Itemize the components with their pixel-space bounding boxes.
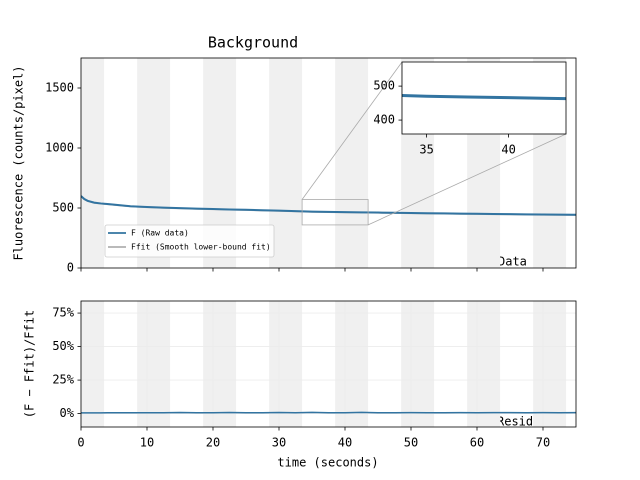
x-tick-label: 40 bbox=[338, 436, 352, 450]
axes-frame bbox=[80, 57, 577, 269]
zoom-box bbox=[301, 199, 369, 226]
shaded-span bbox=[335, 301, 369, 427]
y-tick-label: 1000 bbox=[45, 141, 74, 155]
shaded-span bbox=[467, 301, 501, 427]
y-tick-label: 400 bbox=[373, 113, 395, 127]
shaded-span bbox=[137, 301, 171, 427]
y-tick-label: 50% bbox=[52, 339, 74, 353]
shaded-span bbox=[401, 301, 435, 427]
x-axis-label: time (seconds) bbox=[277, 456, 378, 470]
annotation: Data bbox=[498, 255, 527, 269]
y-axis-label: (F − Ffit)/Ffit bbox=[23, 310, 37, 418]
y-tick-label: 75% bbox=[52, 306, 74, 320]
zoom-connector bbox=[367, 133, 567, 226]
x-tick-label: 40 bbox=[501, 143, 515, 157]
y-tick-label: 0% bbox=[60, 406, 75, 420]
x-tick-label: 35 bbox=[419, 143, 433, 157]
y-tick-label: 500 bbox=[373, 79, 395, 93]
residual-line bbox=[81, 411, 576, 414]
x-tick-label: 50 bbox=[404, 436, 418, 450]
axes-frame bbox=[80, 300, 577, 428]
x-tick-label: 20 bbox=[206, 436, 220, 450]
shaded-span bbox=[81, 58, 105, 268]
legend-label: F (Raw data) bbox=[131, 229, 189, 238]
legend bbox=[104, 224, 275, 258]
data-line bbox=[81, 195, 576, 216]
x-tick-label: 10 bbox=[140, 436, 154, 450]
zoom-connector bbox=[301, 61, 403, 200]
x-tick-label: 70 bbox=[536, 436, 550, 450]
chart-title: Background bbox=[208, 34, 298, 52]
shaded-span bbox=[269, 58, 303, 268]
shaded-span bbox=[81, 301, 105, 427]
shaded-span bbox=[269, 301, 303, 427]
y-axis-label: Fluorescence (counts/pixel) bbox=[12, 65, 26, 260]
legend-label: Ffit (Smooth lower-bound fit) bbox=[131, 243, 271, 252]
shaded-span bbox=[533, 301, 567, 427]
y-tick-label: 0 bbox=[67, 261, 74, 275]
y-tick-label: 500 bbox=[52, 201, 74, 215]
x-tick-label: 0 bbox=[77, 436, 84, 450]
shaded-span bbox=[335, 58, 369, 268]
x-tick-label: 60 bbox=[470, 436, 484, 450]
shaded-span bbox=[203, 301, 237, 427]
x-tick-label: 30 bbox=[272, 436, 286, 450]
y-tick-label: 1500 bbox=[45, 81, 74, 95]
axes-frame bbox=[401, 61, 567, 135]
y-tick-label: 25% bbox=[52, 373, 74, 387]
